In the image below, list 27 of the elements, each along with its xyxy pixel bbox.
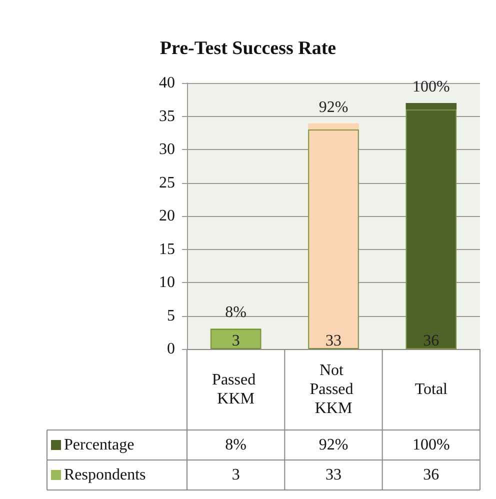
data-label: 3 — [232, 466, 240, 484]
text: 8% — [225, 304, 246, 322]
x-tick-label: Passed KKM — [212, 372, 260, 408]
text: 33 — [326, 332, 342, 350]
text: 36 — [423, 332, 440, 350]
y-tick-label: 0 — [167, 340, 175, 358]
chart-title: Pre-Test Success Rate — [160, 38, 336, 59]
data-label: 100% — [412, 436, 450, 454]
y-tick-label: 25 — [159, 174, 175, 192]
x-tick-label: Not Passed KKM — [310, 362, 358, 417]
data-label: 92% — [318, 436, 348, 454]
y-tick-label: 30 — [159, 141, 175, 158]
y-tick-label: 40 — [159, 74, 175, 92]
y-tick-label: 5 — [167, 307, 175, 324]
y-tick-label: 10 — [159, 274, 175, 291]
text: 3 — [232, 332, 240, 350]
data-label: 8% — [225, 436, 246, 454]
y-tick-label: 15 — [159, 240, 175, 258]
data-label: 36 — [423, 466, 440, 484]
legend-label: Respondents — [64, 466, 146, 484]
y-tick-label: 20 — [159, 208, 175, 224]
legend-label: Percentage — [64, 436, 134, 454]
y-tick-label: 35 — [159, 108, 175, 125]
data-label: 33 — [326, 466, 342, 484]
x-tick-label: Total — [414, 381, 448, 398]
text: 92% — [318, 98, 348, 116]
text: 100% — [412, 78, 450, 96]
